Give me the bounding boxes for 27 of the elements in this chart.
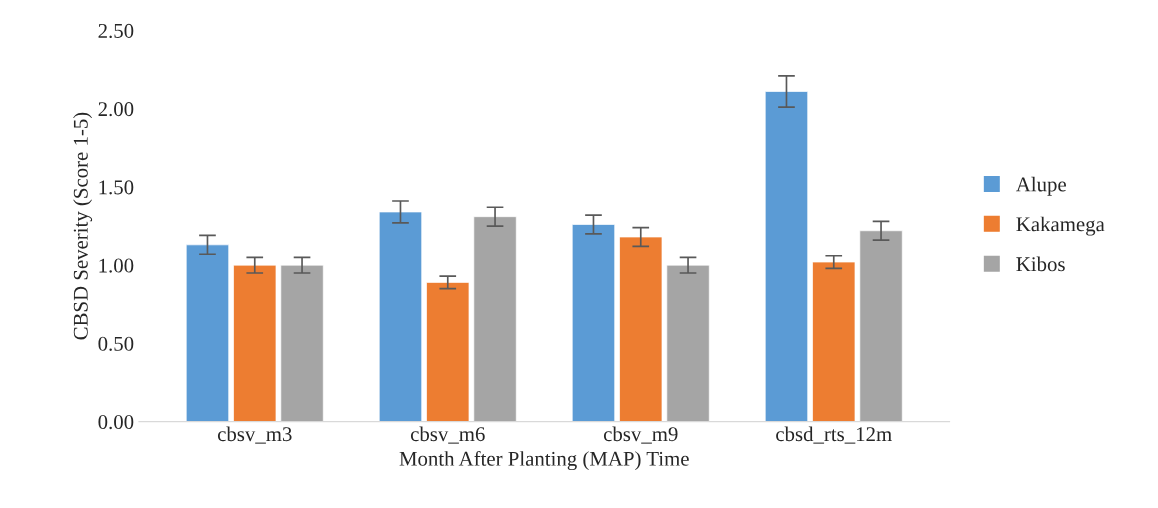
bar <box>426 282 470 422</box>
bar <box>764 91 809 422</box>
x-tick-label: cbsd_rts_12m <box>776 426 892 444</box>
y-tick-label: 2.50 <box>98 23 134 38</box>
y-tick-label: 1.50 <box>99 180 134 195</box>
bar <box>571 224 616 422</box>
x-tick-label: cbsv_m9 <box>603 426 678 444</box>
bar <box>619 236 663 422</box>
bar <box>185 244 230 422</box>
y-tick-label: 0.00 <box>98 415 134 430</box>
legend-label: Kibos <box>1016 256 1065 272</box>
x-tick-label: cbsv_m6 <box>410 426 485 444</box>
bar <box>280 264 324 422</box>
legend-label: Alupe <box>1015 176 1066 196</box>
legend-label: Kakamega <box>1016 216 1105 236</box>
x-axis-title: Month After Planting (MAP) Time <box>399 450 689 471</box>
y-tick-label: 1.00 <box>99 258 134 273</box>
y-axis-title: CBSD Severity (Score 1-5) <box>73 112 93 340</box>
bar <box>378 211 423 422</box>
bar <box>473 216 517 422</box>
bar <box>666 264 710 422</box>
bar <box>233 264 277 422</box>
bar <box>812 261 856 422</box>
y-tick-label: 0.50 <box>98 336 134 351</box>
x-tick-label: cbsv_m3 <box>217 426 292 444</box>
y-tick-label: 2.00 <box>98 102 134 117</box>
bar <box>859 230 903 422</box>
